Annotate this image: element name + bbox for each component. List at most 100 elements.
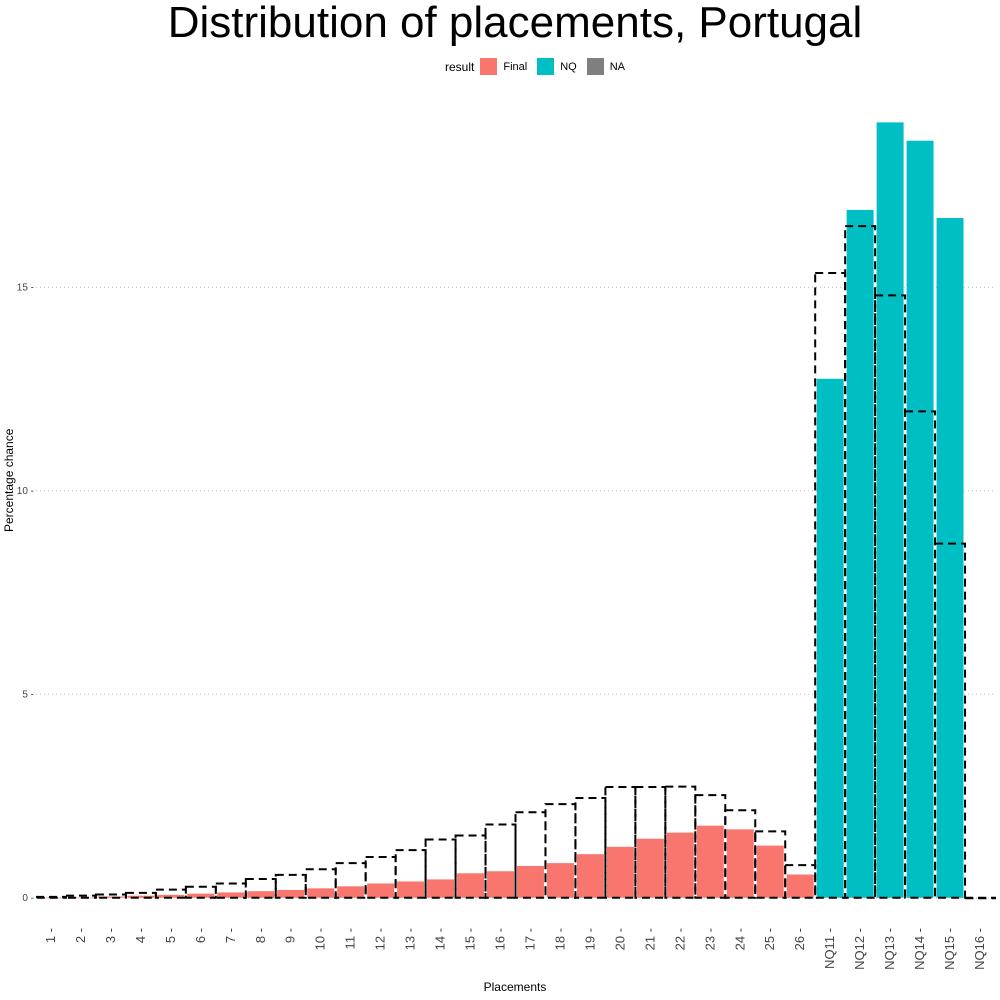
x-tick-label: 24 -: [732, 928, 747, 950]
y-axis-label: Percentage chance: [2, 428, 16, 532]
bar-final: [636, 838, 664, 898]
x-tick-label: 4 -: [133, 928, 148, 943]
outline-bar: [64, 894, 97, 899]
x-tick-label: 11 -: [343, 928, 358, 949]
x-tick-label: 18 -: [552, 928, 567, 950]
bar-nq: [936, 218, 964, 898]
bar-nq: [846, 209, 874, 898]
bar-final: [127, 895, 155, 898]
x-tick-label: NQ14 -: [912, 928, 927, 970]
x-tick-label: NQ16 -: [972, 928, 987, 970]
x-tick-label: 22 -: [672, 928, 687, 950]
legend-title: result: [445, 59, 475, 74]
bar-final: [367, 883, 395, 898]
bar-nq: [906, 140, 934, 898]
outline-bar: [35, 895, 67, 899]
legend-item-final: Final: [480, 58, 527, 75]
legend-swatch-na: [586, 58, 604, 75]
bar-final: [157, 894, 185, 898]
y-tick-label: 5 -: [22, 690, 34, 701]
bar-final: [516, 865, 544, 898]
y-tick-label: 10 -: [17, 486, 34, 497]
bar-final: [696, 825, 724, 898]
outline-bar: [964, 896, 996, 900]
legend-swatch-final: [480, 58, 498, 75]
bar-final: [307, 888, 335, 898]
chart-title: Distribution of placements, Portugal: [167, 0, 863, 47]
outline-bar: [844, 225, 877, 899]
bar-final: [217, 892, 245, 898]
outline-bar: [544, 803, 577, 899]
outline-bar: [424, 838, 457, 899]
x-tick-label: 5 -: [163, 928, 178, 943]
bar-final: [397, 881, 425, 898]
x-tick-label: 19 -: [582, 928, 597, 950]
x-tick-label: 16 -: [493, 928, 508, 950]
x-tick-label: 21 -: [642, 928, 657, 950]
x-axis-label: Placements: [483, 980, 547, 994]
x-tick-label: 15 -: [463, 928, 478, 950]
legend-label-na: NA: [609, 60, 625, 73]
legend-swatch-nq: [537, 58, 555, 75]
outline-bar: [364, 856, 397, 899]
outline-bar: [214, 882, 247, 899]
x-tick-label: NQ13 -: [882, 928, 897, 970]
x-tick-label: 26 -: [792, 928, 807, 950]
outline-bar: [934, 542, 967, 899]
legend-item-na: NA: [586, 58, 625, 75]
x-tick-label: 13 -: [403, 928, 418, 950]
bar-final: [337, 886, 365, 898]
bar-nq: [876, 122, 904, 898]
legend-item-nq: NQ: [537, 58, 577, 75]
bar-final: [666, 832, 694, 898]
x-tick-label: 17 -: [522, 928, 537, 950]
legend: result Final NQ NA: [445, 58, 635, 75]
legend-label-final: Final: [503, 60, 528, 73]
x-tick-label: 14 -: [433, 928, 448, 950]
bar-final: [277, 889, 305, 898]
outline-bar: [574, 797, 607, 899]
bar-final: [756, 845, 784, 898]
bar-final: [97, 896, 125, 898]
outline-bar: [154, 888, 187, 899]
x-tick-label: 12 -: [373, 928, 388, 950]
bar-final: [187, 893, 215, 898]
x-tick-label: 3 -: [103, 928, 118, 943]
y-tick-label: 0 -: [22, 893, 34, 904]
x-tick-label: 9 -: [283, 928, 298, 943]
bar-final: [427, 879, 455, 898]
legend-label-nq: NQ: [560, 60, 577, 73]
bar-final: [457, 873, 485, 898]
x-tick-label: 25 -: [762, 928, 777, 950]
bar-final: [726, 829, 754, 898]
bar-final: [487, 871, 515, 898]
outline-bar: [664, 785, 697, 899]
x-tick-label: NQ15 -: [942, 928, 957, 970]
x-tick-label: 8 -: [253, 928, 268, 943]
bar-final: [606, 846, 634, 898]
x-tick-label: NQ11 -: [822, 928, 837, 969]
outline-bar: [394, 849, 427, 899]
outline-bar: [724, 809, 757, 899]
x-tick-label: 23 -: [702, 928, 717, 950]
x-tick-label: NQ12 -: [852, 928, 867, 970]
x-tick-label: 6 -: [193, 928, 208, 943]
bar-final: [576, 854, 604, 898]
bar-final: [247, 891, 275, 898]
bar-final: [546, 863, 574, 898]
outline-bar: [184, 885, 217, 899]
outline-bar: [454, 834, 487, 899]
outline-bar: [754, 830, 787, 899]
outline-bar: [784, 864, 817, 899]
x-tick-label: 2 -: [73, 928, 88, 943]
bar-final: [786, 874, 814, 898]
x-tick-label: 1 -: [43, 928, 58, 943]
outline-bar: [274, 873, 307, 899]
outline-bar: [334, 862, 367, 899]
x-tick-label: 20 -: [612, 928, 627, 950]
y-tick-label: 15 -: [17, 283, 34, 294]
x-tick-label: 10 -: [313, 928, 328, 950]
bar-nq: [816, 378, 844, 898]
x-tick-label: 7 -: [223, 928, 238, 943]
